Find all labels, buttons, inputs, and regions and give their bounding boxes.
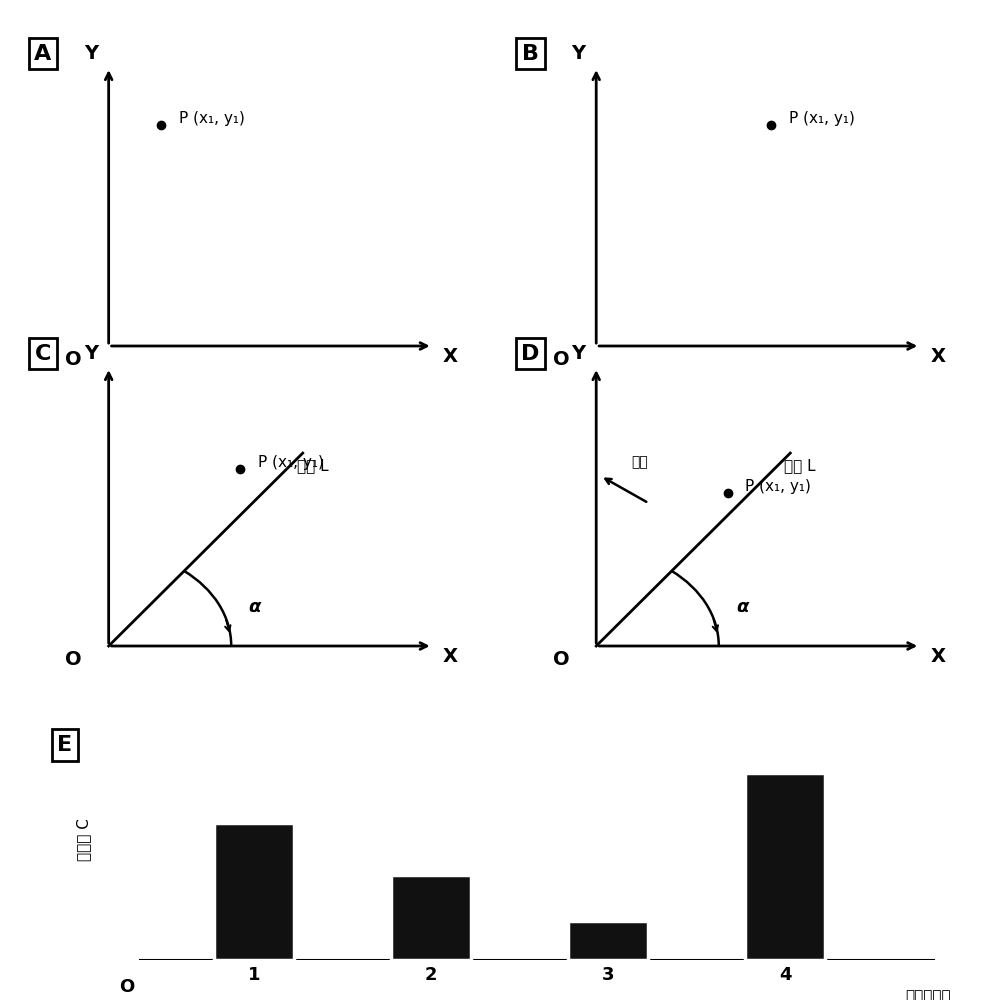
Text: X: X	[442, 347, 457, 366]
Text: 校正: 校正	[631, 455, 648, 469]
Text: Y: Y	[84, 344, 98, 363]
Text: Y: Y	[572, 344, 585, 363]
Text: Y: Y	[572, 44, 585, 63]
Text: X: X	[442, 647, 457, 666]
Text: O: O	[66, 350, 82, 369]
Text: A: A	[35, 44, 52, 64]
Text: D: D	[521, 344, 539, 364]
Text: O: O	[119, 978, 134, 996]
Text: 直线 L: 直线 L	[296, 458, 328, 473]
Text: X: X	[929, 647, 944, 666]
Text: O: O	[66, 650, 82, 669]
Text: C: C	[35, 344, 51, 364]
Text: B: B	[522, 44, 539, 64]
Bar	[391, 875, 470, 960]
Text: E: E	[57, 735, 73, 755]
Text: 直线 L: 直线 L	[783, 458, 815, 473]
Text: P (x₁, y₁): P (x₁, y₁)	[179, 111, 245, 126]
Text: α: α	[248, 598, 260, 616]
Text: P (x₁, y₁): P (x₁, y₁)	[788, 111, 854, 126]
Text: O: O	[553, 650, 569, 669]
Text: 校正値 C: 校正値 C	[76, 819, 91, 861]
Bar	[215, 823, 294, 960]
Text: X: X	[929, 347, 944, 366]
Text: P (x₁, y₁): P (x₁, y₁)	[745, 479, 810, 494]
Text: 探针对编号: 探针对编号	[905, 989, 950, 1000]
Bar	[745, 773, 824, 960]
Bar	[568, 921, 647, 960]
Text: Y: Y	[84, 44, 98, 63]
Text: P (x₁, y₁): P (x₁, y₁)	[257, 455, 323, 470]
Text: α: α	[736, 598, 747, 616]
Text: O: O	[553, 350, 569, 369]
